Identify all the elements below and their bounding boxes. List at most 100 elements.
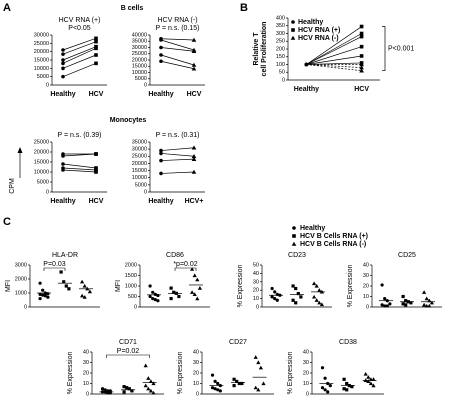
- chart-title: CD23: [288, 252, 306, 259]
- marker: [314, 283, 319, 288]
- marker: [258, 365, 263, 370]
- marker: [148, 388, 153, 393]
- marker: [61, 168, 65, 172]
- marker: [192, 292, 197, 296]
- marker: [197, 286, 202, 290]
- y-tick-label: 500: [128, 294, 137, 300]
- marker: [191, 62, 197, 67]
- y-axis-label: % Expression: [347, 264, 354, 307]
- marker: [159, 38, 163, 42]
- marker: [401, 302, 405, 306]
- marker: [151, 297, 155, 301]
- y-tick-label: 25000: [34, 41, 49, 47]
- panel-heading: Monocytes: [110, 117, 147, 124]
- legend-label: HCV RNA (+): [298, 27, 340, 34]
- marker: [232, 384, 236, 388]
- marker: [323, 388, 327, 392]
- y-tick-label: 10: [303, 381, 309, 387]
- chart-subtitle: P = n.s. (0.15): [155, 25, 199, 32]
- marker: [192, 273, 197, 278]
- marker: [80, 279, 85, 284]
- y-tick-label: 0: [366, 304, 369, 310]
- marker: [304, 62, 309, 67]
- legend-label: HCV B Cells RNA (-): [300, 241, 366, 248]
- marker: [290, 35, 296, 40]
- marker: [191, 37, 197, 42]
- marker: [359, 44, 364, 49]
- y-tick-label: 10: [253, 296, 259, 302]
- y-tick-label: 35000: [132, 139, 147, 145]
- y-tick-label: 0: [134, 304, 137, 310]
- x-tick-label: Healthy: [148, 198, 173, 205]
- y-tick-label: 30: [303, 360, 309, 366]
- marker: [80, 293, 85, 298]
- marker: [122, 390, 126, 394]
- marker: [359, 54, 364, 58]
- marker: [151, 381, 156, 386]
- marker: [237, 381, 241, 386]
- y-tick-label: 40: [303, 349, 309, 355]
- marker: [100, 387, 105, 391]
- marker: [328, 384, 332, 388]
- marker: [125, 386, 129, 390]
- marker: [61, 52, 65, 56]
- marker: [312, 294, 317, 299]
- annotation: P=0.02: [117, 348, 139, 355]
- chart-subtitle: P = n.s. (0.39): [57, 132, 101, 139]
- y-tick-label: 30000: [132, 45, 147, 51]
- marker: [159, 151, 163, 156]
- marker: [172, 290, 176, 294]
- bracket: [43, 267, 66, 271]
- pair-line: [62, 63, 97, 77]
- marker: [345, 388, 349, 392]
- pair-line: [306, 36, 362, 65]
- marker: [156, 293, 160, 298]
- y-tick-label: 10: [363, 294, 369, 300]
- marker: [143, 383, 148, 388]
- y-tick-label: 0: [46, 189, 49, 195]
- y-tick-label: 15000: [34, 57, 49, 63]
- marker: [314, 298, 319, 302]
- marker: [404, 299, 408, 303]
- chart-title: CD25: [398, 252, 416, 259]
- panel-label: B: [240, 2, 248, 14]
- pair-line: [306, 33, 362, 65]
- marker: [191, 48, 197, 54]
- y-tick-label: 20: [193, 370, 199, 376]
- marker: [294, 301, 298, 305]
- marker: [275, 298, 279, 302]
- y-tick-label: 2000: [125, 262, 137, 268]
- x-tick-label: HCV: [89, 198, 104, 205]
- marker: [146, 386, 151, 391]
- pair-line: [306, 64, 362, 68]
- marker: [366, 379, 371, 383]
- marker: [380, 303, 384, 307]
- marker: [213, 387, 217, 391]
- marker: [46, 295, 50, 299]
- bracket: [174, 267, 197, 271]
- marker: [385, 304, 389, 308]
- marker: [148, 294, 152, 299]
- chart-title: HCV RNA (-): [157, 17, 197, 24]
- marker: [342, 377, 346, 381]
- marker: [94, 61, 98, 66]
- y-tick-label: 40: [253, 271, 259, 277]
- marker: [195, 277, 200, 282]
- annotation: P<0.001: [388, 45, 414, 52]
- y-tick-label: 20: [303, 370, 309, 376]
- marker: [61, 66, 65, 71]
- marker: [153, 298, 157, 302]
- marker: [270, 295, 274, 299]
- y-tick-label: 0: [306, 391, 309, 397]
- marker: [270, 286, 274, 291]
- bracket: [106, 354, 150, 358]
- y-tick-label: 10: [193, 381, 199, 387]
- marker: [159, 45, 163, 50]
- marker: [218, 389, 222, 393]
- marker: [359, 65, 364, 70]
- pair-line: [62, 48, 97, 64]
- marker: [94, 166, 98, 170]
- marker: [273, 297, 277, 301]
- marker: [371, 383, 376, 388]
- annotation: P=0.03: [43, 261, 65, 268]
